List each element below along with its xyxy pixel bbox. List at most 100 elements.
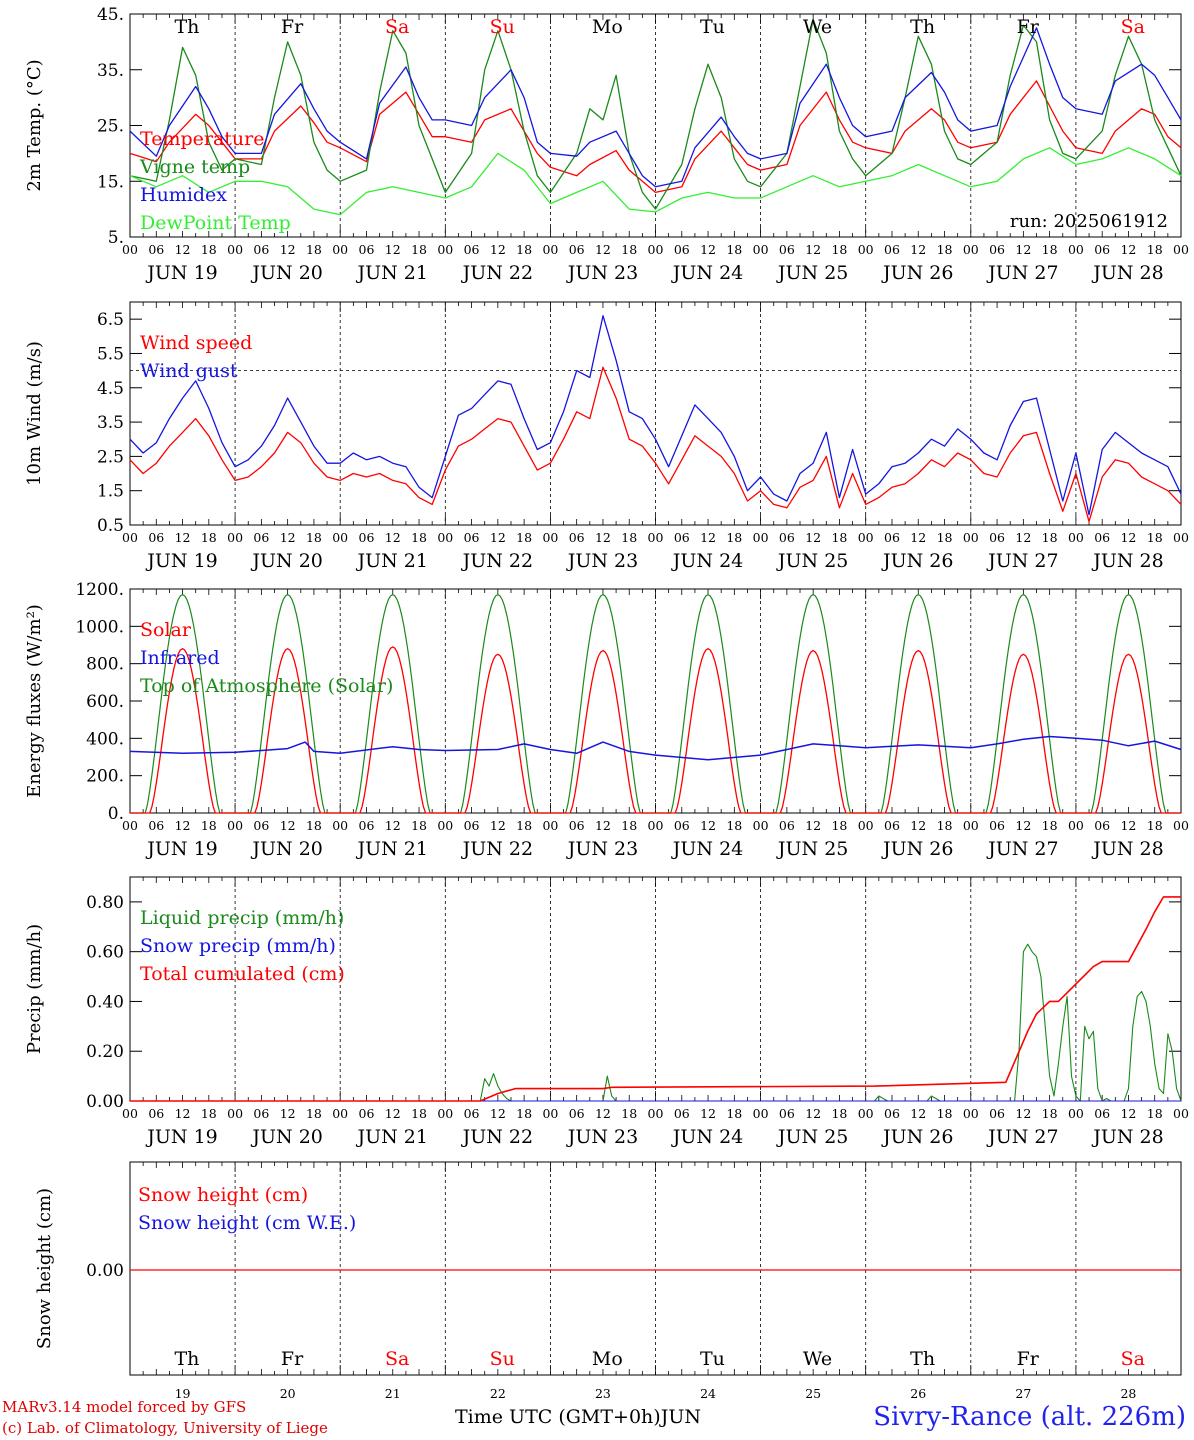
y-tick-label: 6.5: [97, 310, 124, 330]
hour-tick-label: 18: [516, 1106, 532, 1121]
hour-tick-label: 00: [753, 242, 769, 257]
meteogram: 5. 15. 25. 35. 45. 2m Temp. (°C) Th Fr Sa Su Mo Tu W…: [24, 5, 1189, 1400]
day-label: JUN 26: [881, 550, 953, 572]
hour-tick-label: 06: [148, 1106, 164, 1121]
y-tick-label: 200.: [86, 767, 124, 787]
day-label: JUN 19: [145, 262, 217, 284]
hour-tick-label: 00: [1173, 818, 1189, 833]
hour-tick-label: 12: [490, 1106, 506, 1121]
hour-tick-label: 12: [805, 1106, 821, 1121]
hour-tick-label: 12: [1120, 818, 1136, 833]
y-tick-label: 25.: [97, 117, 124, 137]
y-tick-label: 0.60: [86, 943, 124, 963]
panel-1-frame: 5. 15. 25. 35. 45. 2m Temp. (°C) Th Fr Sa Su Mo Tu W…: [24, 5, 1189, 284]
hour-tick-label: 18: [306, 242, 322, 257]
hour-tick-label: 12: [595, 818, 611, 833]
day-label: JUN 23: [566, 838, 638, 860]
y-axis-label: Energy fluxes (W/m²): [24, 604, 45, 798]
day-label: JUN 23: [566, 550, 638, 572]
day-label: JUN 28: [1091, 1126, 1163, 1148]
hour-tick-label: 12: [595, 242, 611, 257]
y-tick-label: 1200.: [75, 580, 124, 600]
hour-tick-label: 06: [989, 818, 1005, 833]
hour-tick-label: 00: [1173, 1106, 1189, 1121]
day-label: JUN 19: [145, 1126, 217, 1148]
weekday-label: Th: [910, 1348, 935, 1370]
hour-tick-label: 12: [1015, 530, 1031, 545]
hour-tick-label: 06: [884, 818, 900, 833]
day-label: JUN 28: [1091, 838, 1163, 860]
day-label: JUN 25: [776, 550, 848, 572]
day-label: JUN 26: [881, 262, 953, 284]
hour-tick-label: 12: [280, 1106, 296, 1121]
hour-tick-label: 18: [1147, 530, 1163, 545]
day-label: JUN 26: [881, 838, 953, 860]
day-label: JUN 23: [566, 262, 638, 284]
hour-tick-label: 00: [963, 242, 979, 257]
hour-tick-label: 12: [1015, 818, 1031, 833]
panel-2-frame: 0.5 1.5 2.5 3.5 4.5 5.5 6.5 10m Wind (m/s) Wind …: [24, 301, 1189, 572]
day-label: JUN 25: [776, 262, 848, 284]
y-axis-label: Snow height (cm): [34, 1188, 55, 1349]
hour-tick-label: 06: [569, 242, 585, 257]
hour-tick-label: 06: [1094, 818, 1110, 833]
hour-tick-label: 12: [490, 242, 506, 257]
hour-tick-label: 06: [359, 1106, 375, 1121]
hour-tick-label: 18: [306, 530, 322, 545]
day-label: JUN 28: [1091, 262, 1163, 284]
series-line: [129, 147, 1182, 216]
series-line: [129, 315, 1182, 516]
day-label: JUN 27: [986, 1126, 1058, 1148]
weekday-label: Fr: [281, 1348, 304, 1370]
hour-tick-label: 00: [122, 818, 138, 833]
hour-tick-label: 12: [385, 242, 401, 257]
hour-tick-label: 18: [937, 530, 953, 545]
hour-tick-label: 06: [464, 818, 480, 833]
hour-tick-label: 00: [1068, 818, 1084, 833]
panel-3-frame: 0. 200. 400. 600. 800. 1000. 1200. Energy fluxe…: [24, 580, 1189, 860]
legend-entry: Vigne temp: [139, 156, 250, 178]
legend-entry: Snow precip (mm/h): [140, 935, 336, 957]
day-label: JUN 19: [145, 838, 217, 860]
day-label: JUN 20: [250, 262, 322, 284]
hour-tick-label: 12: [280, 242, 296, 257]
hour-tick-label: 12: [1120, 242, 1136, 257]
y-axis-label: Precip (mm/h): [24, 924, 45, 1054]
hour-tick-label: 06: [359, 818, 375, 833]
hour-tick-label: 12: [595, 530, 611, 545]
hour-tick-label: 12: [175, 1106, 191, 1121]
weekday-label: Sa: [385, 16, 409, 38]
day-label: JUN 21: [356, 550, 428, 572]
hour-tick-label: 06: [253, 530, 269, 545]
run-label: run: 2025061912: [1010, 211, 1168, 232]
day-label: JUN 22: [461, 550, 533, 572]
weekday-label: We: [803, 1348, 832, 1370]
day-number: 24: [700, 1386, 716, 1400]
hour-tick-label: 06: [359, 530, 375, 545]
y-tick-label: 800.: [86, 655, 124, 675]
day-label: JUN 25: [776, 838, 848, 860]
weekday-label: Su: [490, 16, 515, 38]
hour-tick-label: 18: [411, 1106, 427, 1121]
hour-tick-label: 00: [227, 818, 243, 833]
hour-tick-label: 12: [385, 1106, 401, 1121]
series-line: [129, 27, 1182, 188]
hour-tick-label: 12: [910, 818, 926, 833]
time-axis-month: JUN: [660, 1406, 701, 1428]
hour-tick-label: 12: [1015, 1106, 1031, 1121]
series-line: [129, 366, 1182, 523]
weekday-label: Sa: [1121, 16, 1145, 38]
panel-border: [129, 13, 1182, 238]
hour-tick-label: 00: [858, 818, 874, 833]
y-axis-label: 10m Wind (m/s): [24, 341, 45, 486]
day-number: 25: [805, 1386, 821, 1400]
hour-tick-label: 00: [1068, 242, 1084, 257]
hour-tick-label: 00: [963, 530, 979, 545]
panel-border: [129, 301, 1182, 526]
hour-tick-label: 12: [385, 530, 401, 545]
y-tick-label: 0.20: [86, 1042, 124, 1062]
y-tick-label: 1.5: [97, 482, 124, 502]
hour-tick-label: 00: [753, 818, 769, 833]
hour-tick-label: 12: [910, 530, 926, 545]
day-label: JUN 27: [986, 550, 1058, 572]
